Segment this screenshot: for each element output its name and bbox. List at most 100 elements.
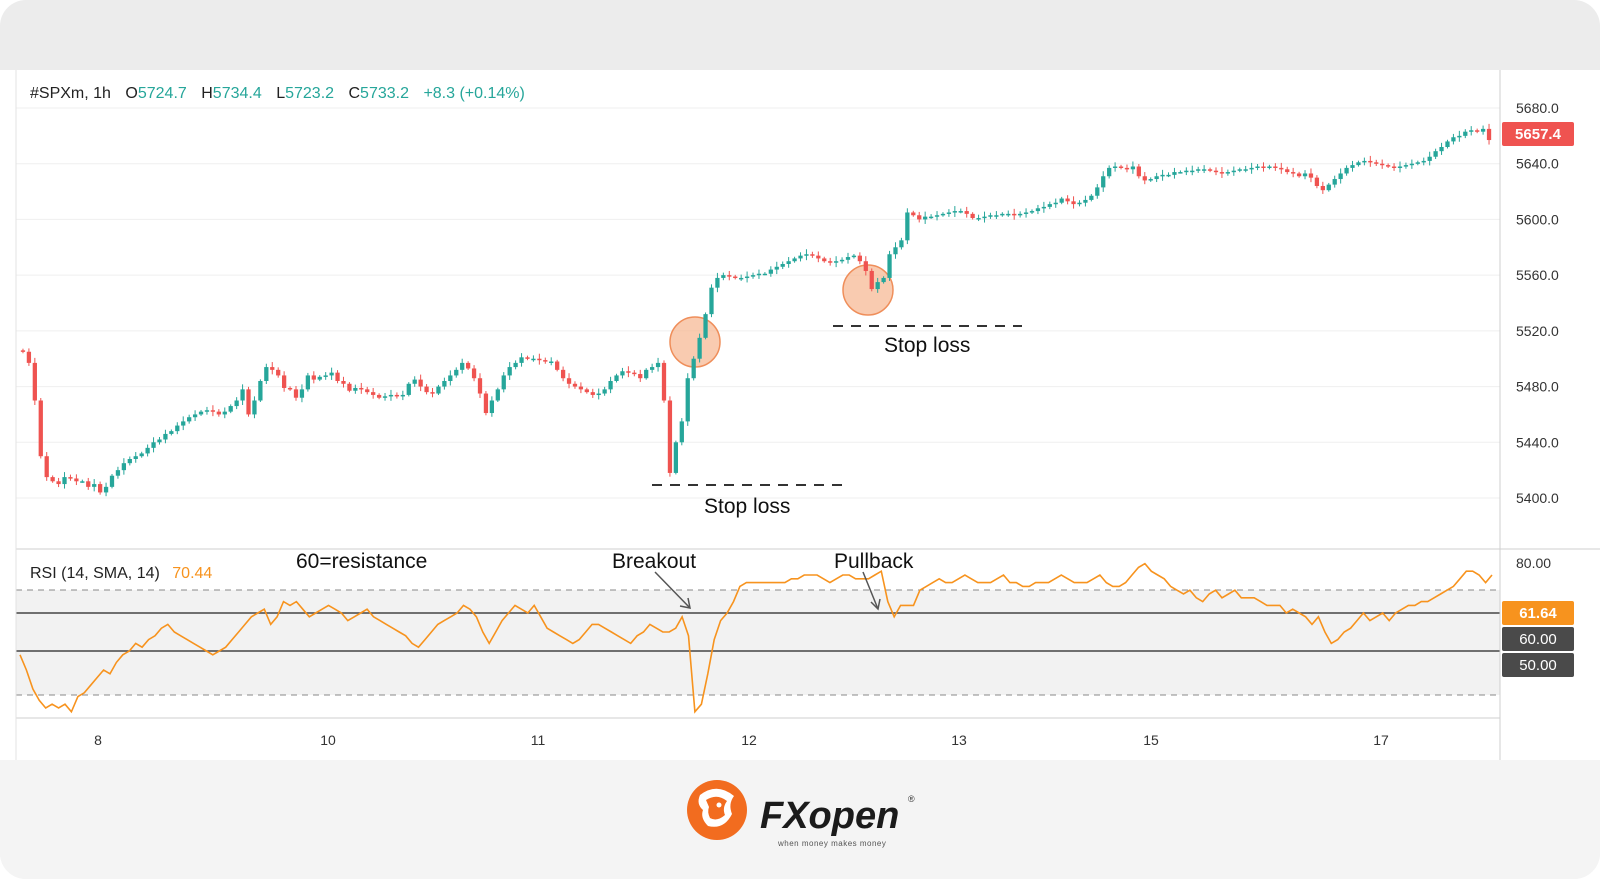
trading-chart[interactable]: Stop loss Stop loss 60=resistance Breako… <box>0 70 1600 760</box>
candle-body <box>828 261 833 263</box>
candle-body <box>887 254 892 278</box>
candle-body <box>388 394 394 397</box>
candle-body <box>911 212 916 216</box>
candle-body <box>305 375 311 390</box>
candle-body <box>940 213 946 216</box>
breakout-label: Breakout <box>612 550 696 573</box>
candle-body <box>1130 166 1136 170</box>
candle-body <box>691 358 696 379</box>
candle-body <box>513 362 518 368</box>
candle-body <box>258 381 263 401</box>
rsi-legend: RSI (14, SMA, 14) 70.44 <box>30 565 212 582</box>
candle-body <box>187 417 192 422</box>
candle-body <box>1065 198 1070 202</box>
candle-body <box>1463 131 1468 136</box>
candle-body <box>234 400 239 407</box>
time-tick-label: 13 <box>951 732 967 748</box>
candle-body <box>454 369 459 376</box>
candle-body <box>875 282 880 290</box>
candle-body <box>566 378 572 384</box>
price-grid <box>16 107 1500 499</box>
candle-body <box>359 387 364 390</box>
candle-body <box>1237 169 1242 171</box>
candle-body <box>928 216 934 219</box>
price-axis[interactable]: 5680.0 5640.0 5600.0 5560.0 5520.0 5480.0 5440… <box>1516 100 1559 506</box>
candle-body <box>477 378 483 394</box>
candle-body <box>1439 147 1444 152</box>
candle-body <box>756 273 762 276</box>
candle-body <box>1207 169 1213 171</box>
rsi-value-badge <box>1502 601 1574 625</box>
candle-body <box>1089 195 1094 200</box>
candle-body <box>442 381 447 387</box>
candle-body <box>483 393 489 414</box>
rsi-badge-label: 61.64 <box>1519 605 1557 622</box>
candle-body <box>246 389 251 415</box>
candle-body <box>365 389 370 393</box>
candle-body <box>1475 130 1480 132</box>
candle-body <box>1350 165 1355 168</box>
candle-body <box>1112 166 1118 168</box>
lion-logo-icon <box>687 780 747 840</box>
candle-body <box>1368 160 1373 163</box>
brand-block: FXopen ® when money makes money <box>687 780 915 848</box>
candle-body <box>436 386 441 394</box>
open-value: 5724.7 <box>138 85 187 102</box>
time-tick-label: 15 <box>1143 732 1159 748</box>
candle-body <box>655 362 661 368</box>
candle-body <box>204 410 210 412</box>
candle-body <box>1362 160 1367 163</box>
candle-body <box>1320 186 1325 191</box>
candle-body <box>531 358 536 361</box>
candle-body <box>103 486 109 493</box>
candle-body <box>353 387 358 391</box>
rsi-band <box>16 590 1500 695</box>
candle-body <box>537 358 542 361</box>
candle-body <box>685 378 690 422</box>
candle-body <box>958 211 963 213</box>
candle-body <box>543 360 548 362</box>
time-axis[interactable]: 8 10 11 12 13 15 17 <box>94 732 1389 748</box>
brand-tagline: when money makes money <box>777 839 886 848</box>
candle-body <box>299 389 305 398</box>
candle-body <box>38 400 43 457</box>
candle-body <box>1397 166 1403 168</box>
candle-body <box>816 255 821 259</box>
candle-body <box>1338 173 1343 180</box>
candle-body <box>92 484 97 487</box>
candle-body <box>697 337 702 359</box>
candle-body <box>216 411 221 415</box>
candle-body <box>1000 213 1005 216</box>
candle-body <box>750 275 756 277</box>
candle-body <box>893 247 898 255</box>
time-tick-label: 8 <box>94 732 102 748</box>
candle-body <box>1095 187 1100 196</box>
candle-body <box>661 362 667 401</box>
candle-body <box>1273 166 1278 168</box>
candle-body <box>32 362 37 401</box>
candle-body <box>1403 165 1409 167</box>
candle-body <box>68 477 73 479</box>
candle-body <box>1178 172 1183 174</box>
breakout-arrow <box>654 571 691 609</box>
candle-body <box>139 453 144 457</box>
candle-body <box>988 215 993 217</box>
candle-body <box>833 261 839 263</box>
candle-body <box>109 475 115 487</box>
current-price-label: 5657.4 <box>1515 126 1562 143</box>
candle-body <box>1225 172 1231 174</box>
candlestick-series <box>20 123 1492 497</box>
candle-body <box>1409 163 1415 166</box>
candle-body <box>899 240 904 248</box>
candle-body <box>798 255 803 259</box>
candle-body <box>1166 174 1171 177</box>
candle-body <box>804 254 809 256</box>
candle-body <box>264 367 269 381</box>
open-label: O <box>125 85 137 102</box>
candle-body <box>62 477 67 485</box>
candle-body <box>608 381 613 390</box>
candle-body <box>341 381 346 384</box>
low-label: L <box>276 85 285 102</box>
candle-body <box>371 392 376 395</box>
candle-body <box>923 216 928 220</box>
